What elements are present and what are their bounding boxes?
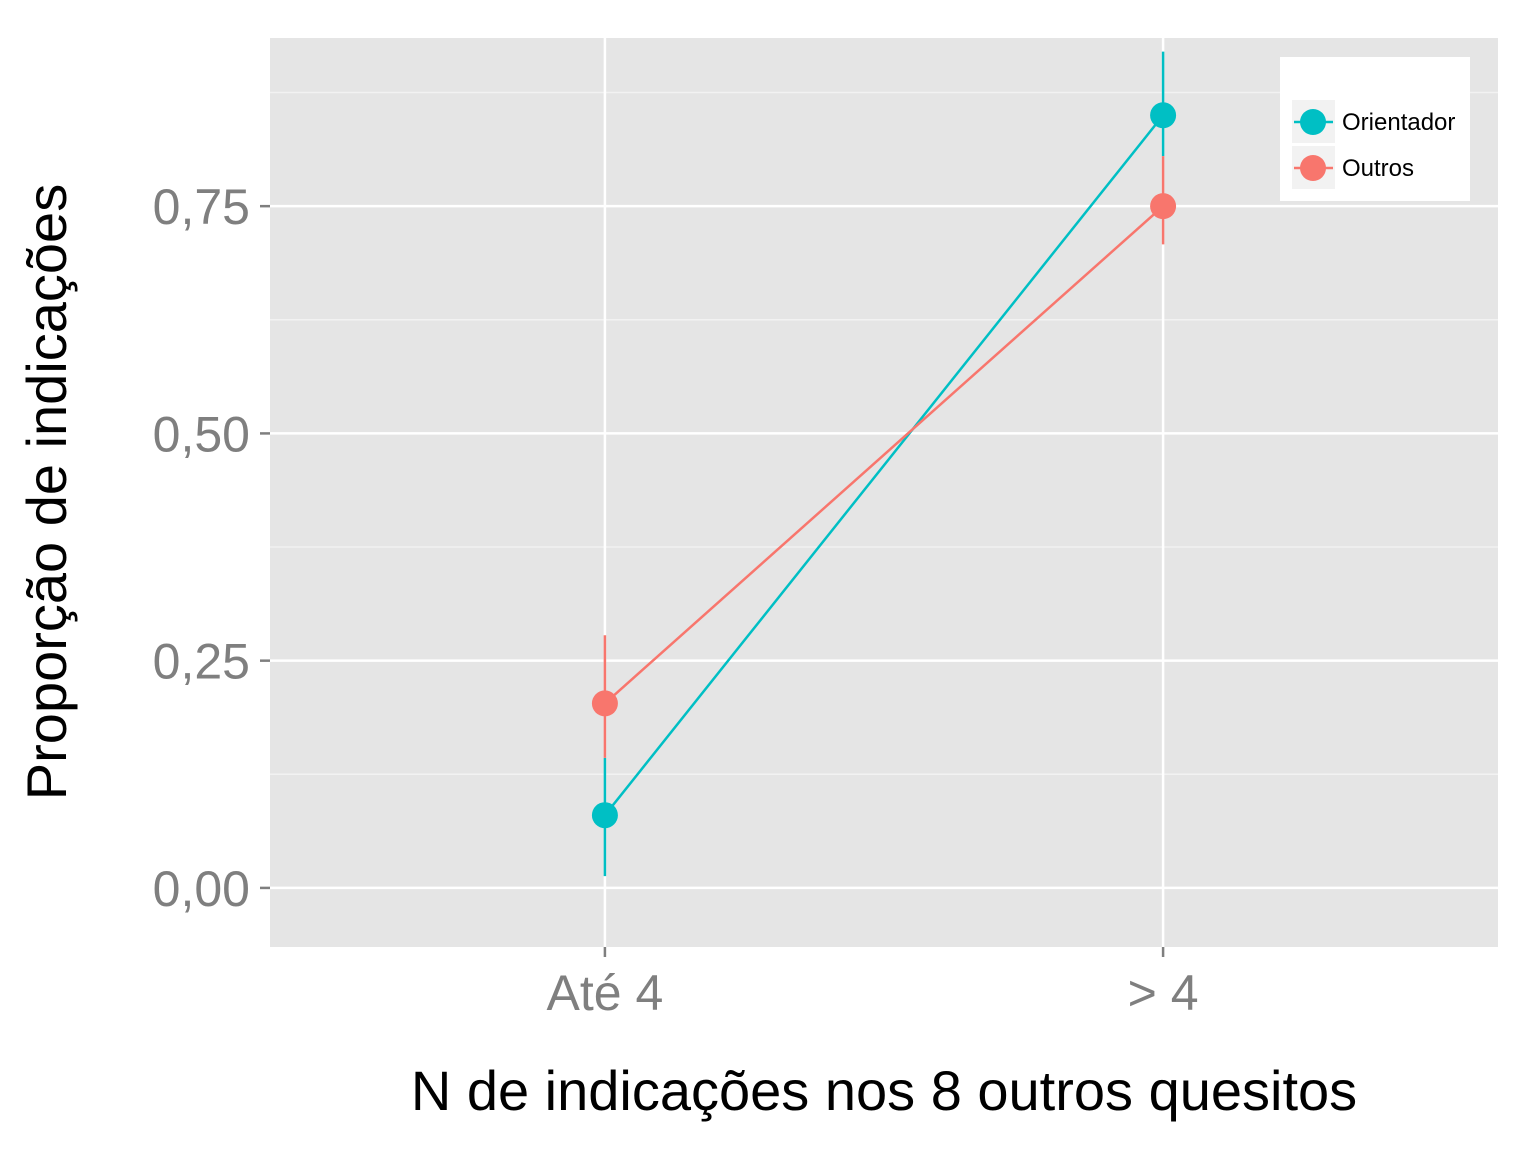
legend: Orientador Outros — [1280, 57, 1470, 201]
x-axis-title: N de indicações nos 8 outros quesitos — [411, 1059, 1357, 1122]
legend-key-point — [1300, 155, 1326, 181]
series-line-outros — [604, 205, 1164, 705]
y-tick-label: 0,00 — [153, 861, 250, 917]
data-point-outros — [1150, 193, 1177, 220]
legend-key-point — [1300, 109, 1326, 135]
legend-item-outros: Outros — [1292, 146, 1414, 189]
y-tick-label: 0,50 — [153, 406, 250, 462]
series-layer — [591, 51, 1177, 877]
legend-item-orientador: Orientador — [1292, 100, 1455, 143]
series-line-orientador — [603, 114, 1165, 816]
data-point-orientador — [1150, 102, 1177, 129]
x-tick-label: Até 4 — [547, 965, 664, 1021]
y-axis-title: Proporção de indicações — [15, 184, 78, 800]
x-axis: Até 4 > 4 — [547, 947, 1199, 1021]
data-point-orientador — [591, 802, 618, 829]
y-axis: 0,00 0,25 0,50 0,75 — [153, 179, 270, 917]
x-tick-label: > 4 — [1128, 965, 1199, 1021]
minor-gridlines — [270, 91, 1498, 776]
y-tick-label: 0,75 — [153, 179, 250, 235]
data-point-outros — [591, 690, 618, 717]
legend-label: Orientador — [1342, 109, 1455, 136]
y-tick-label: 0,25 — [153, 634, 250, 690]
legend-label: Outros — [1342, 155, 1414, 182]
